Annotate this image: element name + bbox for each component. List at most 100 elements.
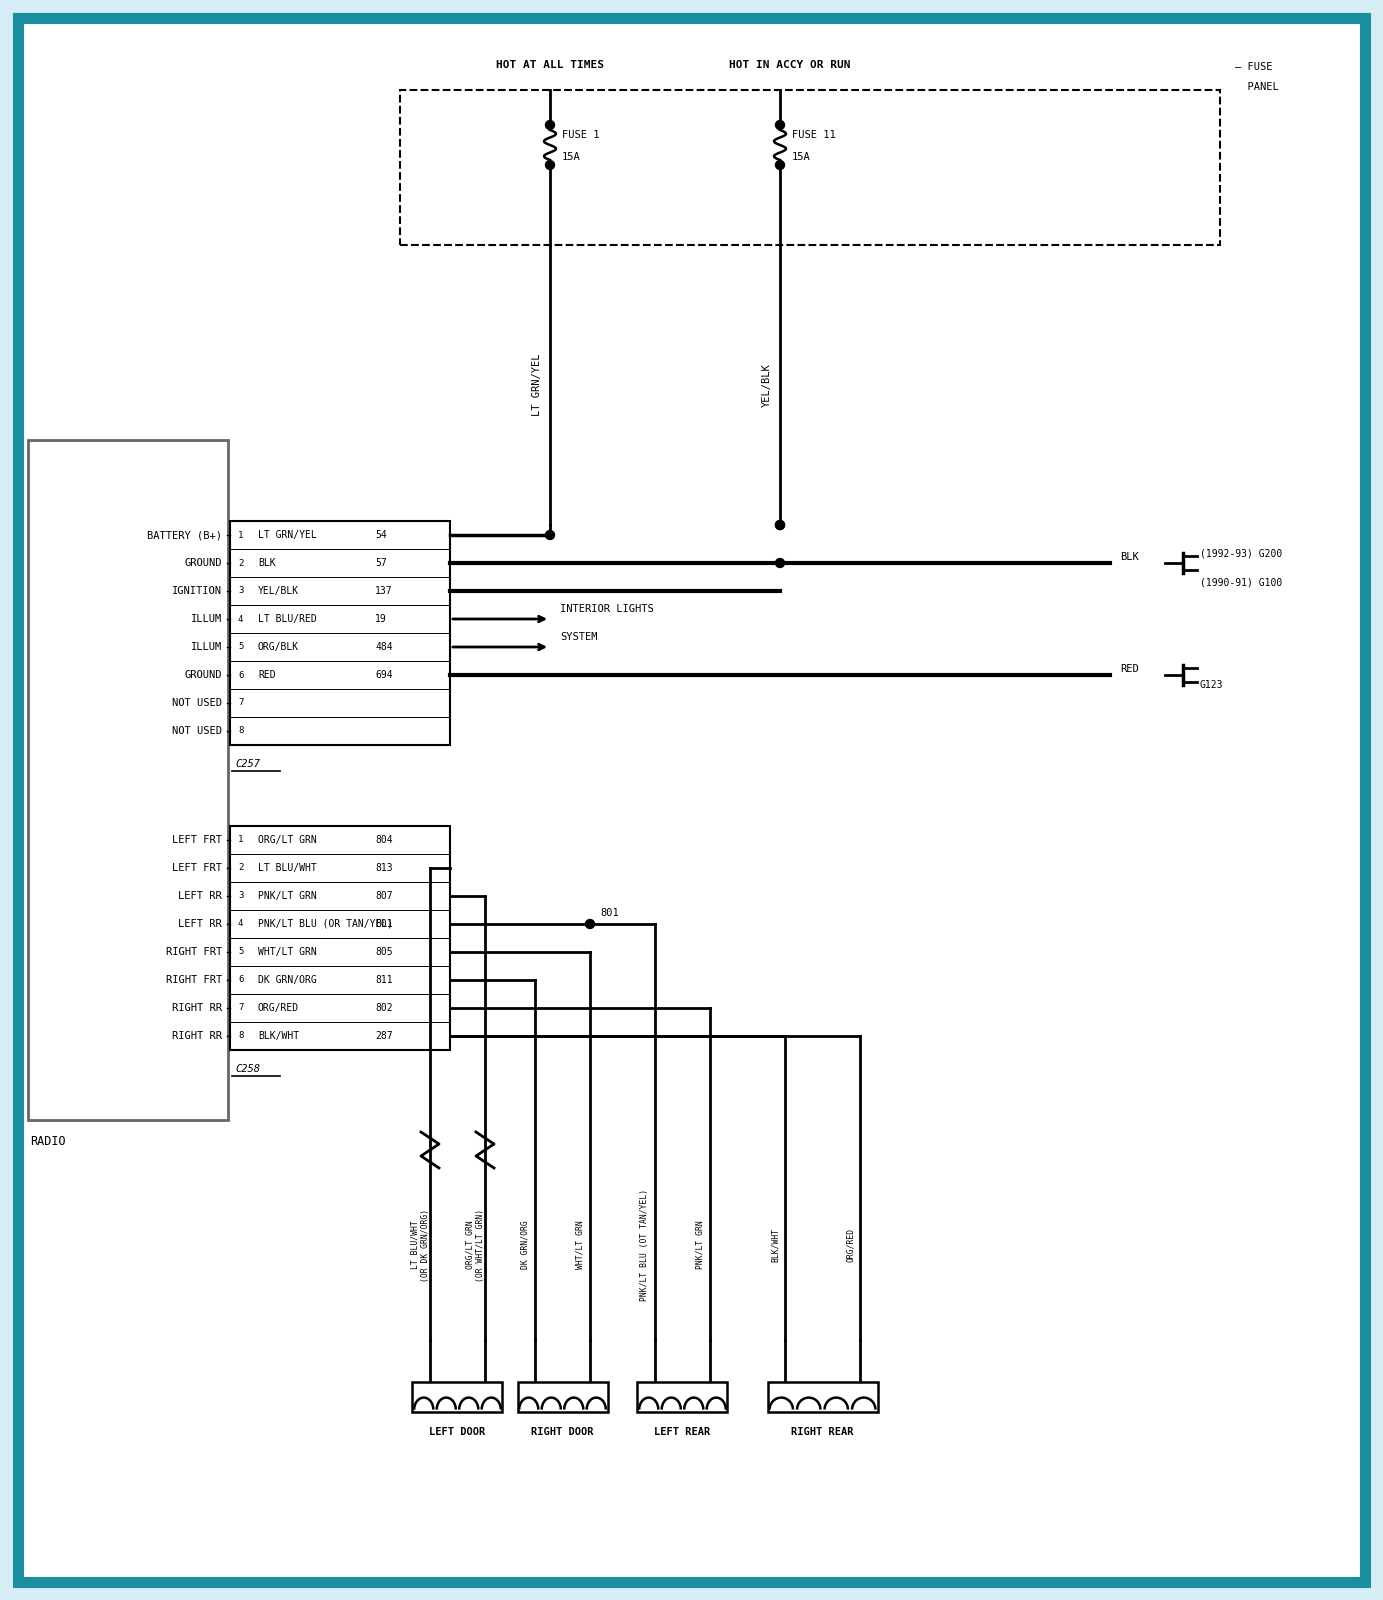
- Text: 57: 57: [375, 558, 387, 568]
- Text: RED: RED: [259, 670, 275, 680]
- Text: RED: RED: [1120, 664, 1138, 674]
- Text: LT GRN/YEL: LT GRN/YEL: [259, 530, 317, 541]
- Text: BLK: BLK: [259, 558, 275, 568]
- Circle shape: [776, 160, 784, 170]
- Text: 15A: 15A: [561, 152, 581, 162]
- Text: RIGHT RR: RIGHT RR: [171, 1003, 223, 1013]
- Text: PNK/LT GRN: PNK/LT GRN: [259, 891, 317, 901]
- FancyBboxPatch shape: [768, 1382, 877, 1411]
- Text: 287: 287: [375, 1030, 393, 1042]
- Text: 3: 3: [238, 587, 243, 595]
- Text: 1: 1: [238, 835, 243, 845]
- Text: 802: 802: [375, 1003, 393, 1013]
- Text: 8: 8: [238, 726, 243, 736]
- Text: PNK/LT BLU (OT TAN/YEL): PNK/LT BLU (OT TAN/YEL): [640, 1189, 650, 1301]
- Circle shape: [776, 558, 784, 568]
- Text: DK GRN/ORG: DK GRN/ORG: [259, 974, 317, 986]
- Text: 694: 694: [375, 670, 393, 680]
- Circle shape: [776, 520, 784, 530]
- Text: GROUND: GROUND: [184, 558, 223, 568]
- Text: 811: 811: [375, 974, 393, 986]
- Circle shape: [545, 531, 555, 539]
- Circle shape: [776, 120, 784, 130]
- Text: 4: 4: [238, 614, 243, 624]
- Text: LT BLU/RED: LT BLU/RED: [259, 614, 317, 624]
- Text: 4: 4: [238, 920, 243, 928]
- Text: ORG/RED: ORG/RED: [259, 1003, 299, 1013]
- FancyBboxPatch shape: [517, 1382, 607, 1411]
- Circle shape: [545, 160, 555, 170]
- Text: C258: C258: [235, 1064, 260, 1074]
- Text: NOT USED: NOT USED: [171, 726, 223, 736]
- Text: LEFT REAR: LEFT REAR: [654, 1427, 711, 1437]
- Text: 7: 7: [238, 699, 243, 707]
- Text: YEL/BLK: YEL/BLK: [762, 363, 772, 406]
- Text: (1992-93) G200: (1992-93) G200: [1200, 547, 1282, 558]
- Text: LT GRN/YEL: LT GRN/YEL: [532, 354, 542, 416]
- Text: LEFT RR: LEFT RR: [178, 891, 223, 901]
- Text: ILLUM: ILLUM: [191, 642, 223, 651]
- Text: LT BLU/WHT
(OR DK GRN/ORG): LT BLU/WHT (OR DK GRN/ORG): [411, 1208, 430, 1282]
- Text: 805: 805: [375, 947, 393, 957]
- FancyBboxPatch shape: [638, 1382, 727, 1411]
- Circle shape: [585, 920, 595, 928]
- Text: 5: 5: [238, 947, 243, 957]
- Text: 484: 484: [375, 642, 393, 651]
- Text: 15A: 15A: [792, 152, 810, 162]
- Circle shape: [545, 120, 555, 130]
- Text: 6: 6: [238, 976, 243, 984]
- FancyBboxPatch shape: [230, 522, 449, 746]
- Text: 801: 801: [600, 909, 618, 918]
- Text: FUSE 11: FUSE 11: [792, 130, 835, 141]
- Text: 807: 807: [375, 891, 393, 901]
- Text: BLK: BLK: [1120, 552, 1138, 562]
- Text: WHT/LT GRN: WHT/LT GRN: [575, 1221, 585, 1269]
- Text: BLK/WHT: BLK/WHT: [770, 1227, 780, 1262]
- Text: LEFT FRT: LEFT FRT: [171, 862, 223, 874]
- Text: RADIO: RADIO: [30, 1134, 65, 1149]
- FancyBboxPatch shape: [230, 826, 449, 1050]
- Text: YEL/BLK: YEL/BLK: [259, 586, 299, 595]
- FancyBboxPatch shape: [412, 1382, 502, 1411]
- FancyBboxPatch shape: [28, 440, 228, 1120]
- Text: PANEL: PANEL: [1235, 82, 1279, 91]
- Text: C257: C257: [235, 758, 260, 770]
- Text: LT BLU/WHT: LT BLU/WHT: [259, 862, 317, 874]
- Text: 2: 2: [238, 558, 243, 568]
- Text: RIGHT FRT: RIGHT FRT: [166, 974, 223, 986]
- FancyBboxPatch shape: [18, 18, 1365, 1582]
- Circle shape: [776, 520, 784, 530]
- Text: 6: 6: [238, 670, 243, 680]
- Text: RIGHT REAR: RIGHT REAR: [791, 1427, 853, 1437]
- Text: RIGHT FRT: RIGHT FRT: [166, 947, 223, 957]
- Text: ORG/BLK: ORG/BLK: [259, 642, 299, 651]
- Text: HOT AT ALL TIMES: HOT AT ALL TIMES: [496, 59, 604, 70]
- Text: SYSTEM: SYSTEM: [560, 632, 597, 642]
- Text: DK GRN/ORG: DK GRN/ORG: [520, 1221, 530, 1269]
- Text: ORG/LT GRN
(OR WHT/LT GRN): ORG/LT GRN (OR WHT/LT GRN): [465, 1208, 484, 1282]
- Text: HOT IN ACCY OR RUN: HOT IN ACCY OR RUN: [729, 59, 851, 70]
- Text: LEFT RR: LEFT RR: [178, 918, 223, 930]
- Text: BATTERY (B+): BATTERY (B+): [147, 530, 223, 541]
- Text: 19: 19: [375, 614, 387, 624]
- Text: RIGHT DOOR: RIGHT DOOR: [531, 1427, 593, 1437]
- Text: PNK/LT BLU (OR TAN/YEL): PNK/LT BLU (OR TAN/YEL): [259, 918, 393, 930]
- Text: 54: 54: [375, 530, 387, 541]
- Text: 1: 1: [238, 531, 243, 539]
- Text: G123: G123: [1200, 680, 1224, 690]
- Text: ILLUM: ILLUM: [191, 614, 223, 624]
- Text: 8: 8: [238, 1032, 243, 1040]
- Text: NOT USED: NOT USED: [171, 698, 223, 707]
- Text: 2: 2: [238, 864, 243, 872]
- Text: 804: 804: [375, 835, 393, 845]
- Text: FUSE 1: FUSE 1: [561, 130, 599, 141]
- Text: 801: 801: [375, 918, 393, 930]
- Text: PNK/LT GRN: PNK/LT GRN: [696, 1221, 704, 1269]
- FancyBboxPatch shape: [400, 90, 1220, 245]
- Text: BLK/WHT: BLK/WHT: [259, 1030, 299, 1042]
- Text: ORG/RED: ORG/RED: [845, 1227, 855, 1262]
- Text: IGNITION: IGNITION: [171, 586, 223, 595]
- Text: 137: 137: [375, 586, 393, 595]
- Text: RIGHT RR: RIGHT RR: [171, 1030, 223, 1042]
- Text: LEFT DOOR: LEFT DOOR: [429, 1427, 485, 1437]
